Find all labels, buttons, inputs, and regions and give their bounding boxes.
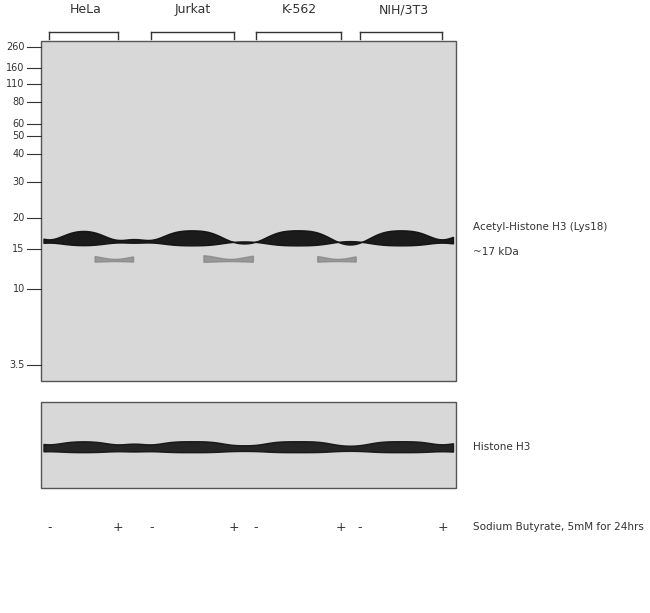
- Text: 3.5: 3.5: [9, 360, 25, 370]
- Text: 160: 160: [6, 64, 25, 74]
- Text: 50: 50: [12, 131, 25, 141]
- Text: 10: 10: [12, 284, 25, 294]
- Text: -: -: [254, 521, 258, 534]
- Polygon shape: [95, 256, 133, 262]
- Text: -: -: [149, 521, 153, 534]
- Text: Jurkat: Jurkat: [174, 4, 211, 17]
- Text: -: -: [358, 521, 362, 534]
- Polygon shape: [44, 442, 454, 453]
- Polygon shape: [318, 256, 356, 262]
- Text: 20: 20: [12, 213, 25, 223]
- Text: +: +: [335, 521, 346, 534]
- Text: 15: 15: [12, 244, 25, 254]
- Text: 30: 30: [12, 177, 25, 187]
- Text: K-562: K-562: [282, 4, 317, 17]
- Text: Sodium Butyrate, 5mM for 24hrs: Sodium Butyrate, 5mM for 24hrs: [473, 522, 644, 532]
- Bar: [41, 402, 456, 487]
- Text: +: +: [437, 521, 448, 534]
- Polygon shape: [44, 230, 454, 246]
- Text: 40: 40: [12, 149, 25, 159]
- Text: HeLa: HeLa: [70, 4, 101, 17]
- Bar: [41, 41, 456, 381]
- Text: 80: 80: [12, 97, 25, 107]
- Text: 260: 260: [6, 42, 25, 52]
- Polygon shape: [204, 256, 254, 262]
- Text: Acetyl-Histone H3 (Lys18): Acetyl-Histone H3 (Lys18): [473, 222, 607, 232]
- Text: 60: 60: [12, 118, 25, 129]
- Text: NIH/3T3: NIH/3T3: [379, 4, 429, 17]
- Text: -: -: [47, 521, 52, 534]
- Text: Histone H3: Histone H3: [473, 442, 530, 452]
- Text: +: +: [228, 521, 239, 534]
- Text: ~17 kDa: ~17 kDa: [473, 248, 519, 257]
- Text: +: +: [113, 521, 124, 534]
- Text: 110: 110: [6, 79, 25, 89]
